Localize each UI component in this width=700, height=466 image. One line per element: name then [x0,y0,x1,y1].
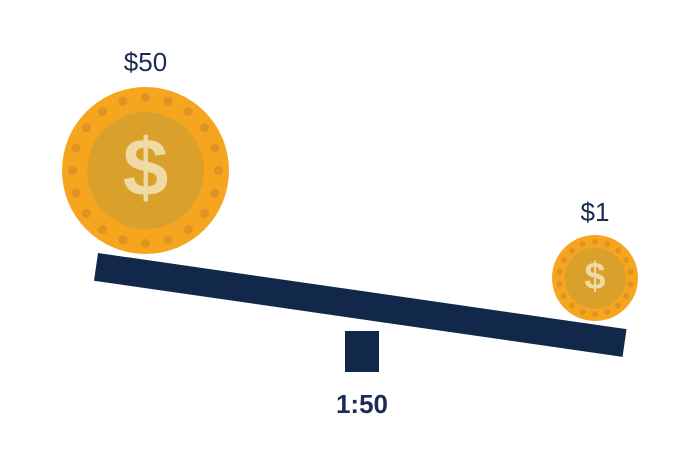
dollar-coin-large-icon: $ [62,87,229,254]
large-coin-value-label: $50 [123,47,168,77]
coin-edge-dots [62,87,229,254]
small-coin-value-label: $1 [580,197,610,227]
coin-edge-dots [552,235,638,321]
dollar-sign-icon: $ [584,256,606,299]
dollar-coin-small-icon: $ [552,235,638,321]
ratio-label: 1:50 [335,389,389,419]
dollar-sign-icon: $ [122,122,169,214]
coin-inner-circle: $ [564,247,626,309]
seesaw-fulcrum [345,331,379,372]
coin-inner-circle: $ [86,111,205,230]
